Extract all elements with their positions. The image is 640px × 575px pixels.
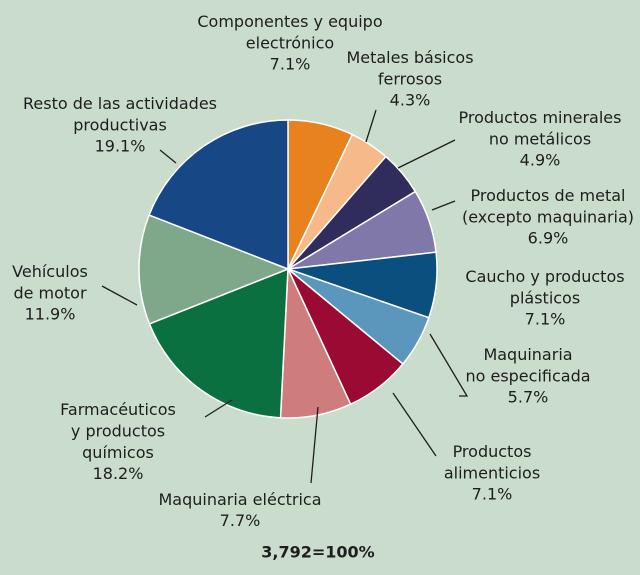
label-line: plásticos (510, 288, 580, 307)
value-label: 7.1% (525, 310, 566, 329)
leader-line (159, 149, 177, 164)
label-line: Productos minerales (459, 108, 622, 127)
label-line: de motor (13, 283, 87, 302)
value-label: 18.2% (93, 464, 144, 483)
value-label: 6.9% (528, 229, 569, 248)
label-line: no especificada (465, 366, 590, 385)
slice-label: Productos de metal (excepto maquinaria) (462, 186, 634, 227)
slice-label: Farmacéuticos y productos químicos (60, 400, 176, 462)
pie (138, 119, 438, 419)
leader-line (101, 285, 138, 306)
value-label: 4.3% (390, 91, 431, 110)
value-label: 7.7% (220, 511, 261, 530)
slice-label: Componentes y equipo electrónico (197, 12, 382, 53)
label-line: electrónico (246, 33, 334, 52)
leader-lines (101, 109, 469, 484)
label-line: químicos (82, 443, 154, 462)
value-label: 4.9% (520, 151, 561, 170)
slice-label: Maquinaria eléctrica (158, 490, 321, 509)
label-line: Metales básicos (346, 48, 473, 67)
value-label: 5.7% (508, 388, 549, 407)
label-line: Componentes y equipo (197, 12, 382, 31)
label-line: y productos (71, 421, 165, 440)
leader-line (310, 406, 319, 484)
leader-line (397, 139, 456, 169)
value-label: 11.9% (25, 305, 76, 324)
value-label: 7.1% (270, 55, 311, 74)
pie-slice (138, 214, 291, 325)
slice-label: Maquinaria no especificada (465, 345, 590, 386)
pie-slice (148, 119, 289, 271)
slice-label: Productos alimenticios (444, 442, 540, 483)
slice-label: Vehículos de motor (12, 262, 88, 303)
leader-line (429, 333, 469, 397)
pie-slice (148, 267, 289, 419)
slice-label: Resto de las actividades productivas (23, 94, 217, 135)
label-line: Maquinaria (483, 345, 572, 364)
leader-line (365, 109, 377, 143)
slice-label: Productos minerales no metálicos (459, 108, 622, 149)
label-line: Resto de las actividades (23, 94, 217, 113)
label-line: ferrosos (378, 69, 442, 88)
label-line: productivas (73, 115, 167, 134)
label-line: Caucho y productos (465, 267, 624, 286)
label-line: Maquinaria eléctrica (158, 490, 321, 509)
total-note: 3,792=100% (261, 543, 374, 562)
leader-line (431, 200, 456, 211)
label-line: Productos de metal (471, 186, 626, 205)
label-line: no metálicos (489, 129, 591, 148)
label-line: Productos (453, 442, 532, 461)
leader-line (392, 392, 437, 457)
labels: Componentes y equipo electrónico 7.1% Metal… (12, 12, 634, 531)
label-line: Farmacéuticos (60, 400, 176, 419)
slice-label: Metales básicos ferrosos (346, 48, 473, 89)
label-line: Vehículos (12, 262, 88, 281)
label-line: alimenticios (444, 463, 540, 482)
slice-label: Caucho y productos plásticos (465, 267, 624, 308)
label-line: (excepto maquinaria) (462, 207, 634, 226)
value-label: 19.1% (95, 137, 146, 156)
leader-line (204, 399, 233, 418)
value-label: 7.1% (472, 485, 513, 504)
